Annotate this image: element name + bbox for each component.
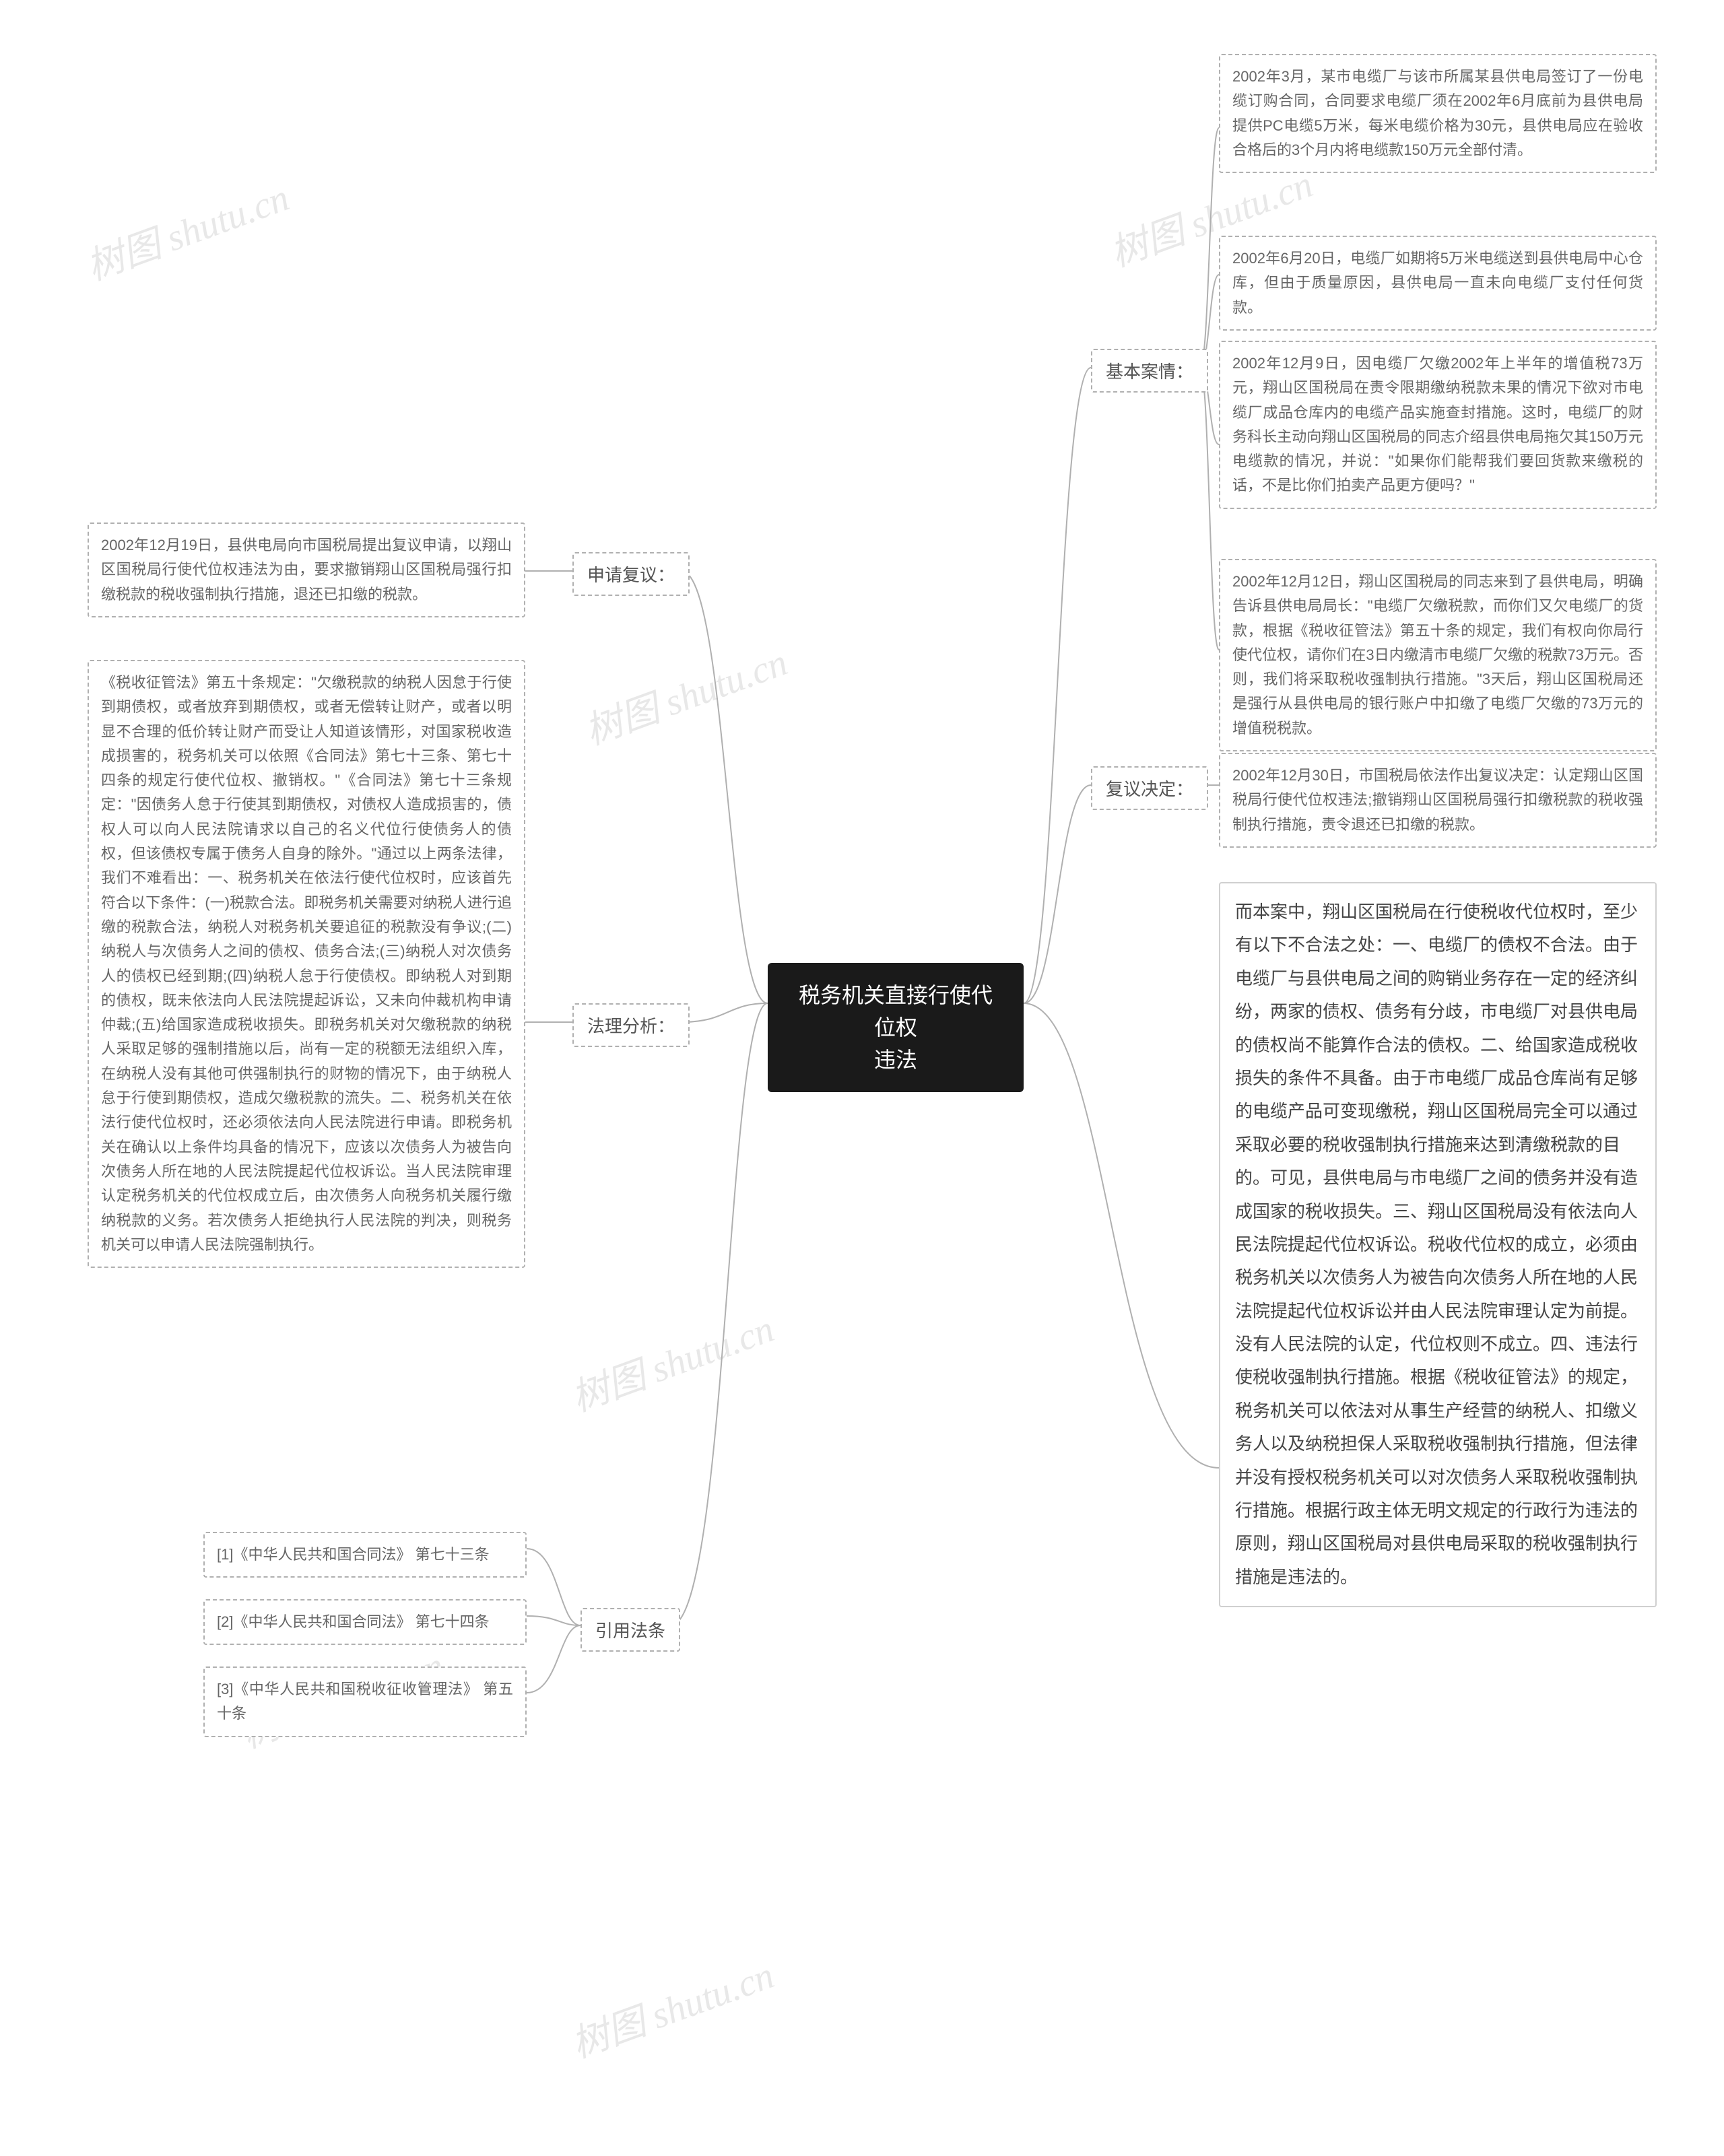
apply-review-content: 2002年12月19日，县供电局向市国税局提出复议申请，以翔山区国税局行使代位权… [88, 523, 525, 617]
central-topic: 税务机关直接行使代位权 违法 [768, 963, 1024, 1092]
branch-legal-analysis: 法理分析： [572, 1003, 690, 1047]
central-title-line2: 违法 [874, 1048, 917, 1072]
law-citation-3: [3]《中华人民共和国税收征收管理法》 第五十条 [203, 1666, 527, 1737]
case-analysis-box: 而本案中，翔山区国税局在行使税收代位权时，至少有以下不合法之处：一、电缆厂的债权… [1219, 882, 1657, 1607]
central-title-line1: 税务机关直接行使代位权 [799, 983, 993, 1040]
case-content-3: 2002年12月9日，因电缆厂欠缴2002年上半年的增值税73万元，翔山区国税局… [1219, 341, 1657, 509]
case-content-2: 2002年6月20日，电缆厂如期将5万米电缆送到县供电局中心仓库，但由于质量原因… [1219, 236, 1657, 331]
law-citation-2: [2]《中华人民共和国合同法》 第七十四条 [203, 1599, 527, 1645]
watermark: 树图 shutu.cn [78, 168, 296, 292]
branch-basic-case: 基本案情： [1091, 349, 1208, 393]
watermark: 树图 shutu.cn [563, 1299, 781, 1423]
branch-review-decision: 复议决定： [1091, 766, 1208, 810]
branch-cited-laws: 引用法条 [581, 1608, 680, 1652]
watermark: 树图 shutu.cn [563, 1945, 781, 2069]
branch-apply-review: 申请复议： [572, 552, 690, 596]
review-decision-content: 2002年12月30日，市国税局依法作出复议决定：认定翔山区国税局行使代位权违法… [1219, 753, 1657, 848]
legal-analysis-content: 《税收征管法》第五十条规定："欠缴税款的纳税人因怠于行使到期债权，或者放弃到期债… [88, 660, 525, 1268]
case-content-1: 2002年3月，某市电缆厂与该市所属某县供电局签订了一份电缆订购合同，合同要求电… [1219, 54, 1657, 173]
law-citation-1: [1]《中华人民共和国合同法》 第七十三条 [203, 1532, 527, 1578]
watermark: 树图 shutu.cn [576, 632, 794, 756]
case-content-4: 2002年12月12日，翔山区国税局的同志来到了县供电局，明确告诉县供电局局长：… [1219, 559, 1657, 751]
